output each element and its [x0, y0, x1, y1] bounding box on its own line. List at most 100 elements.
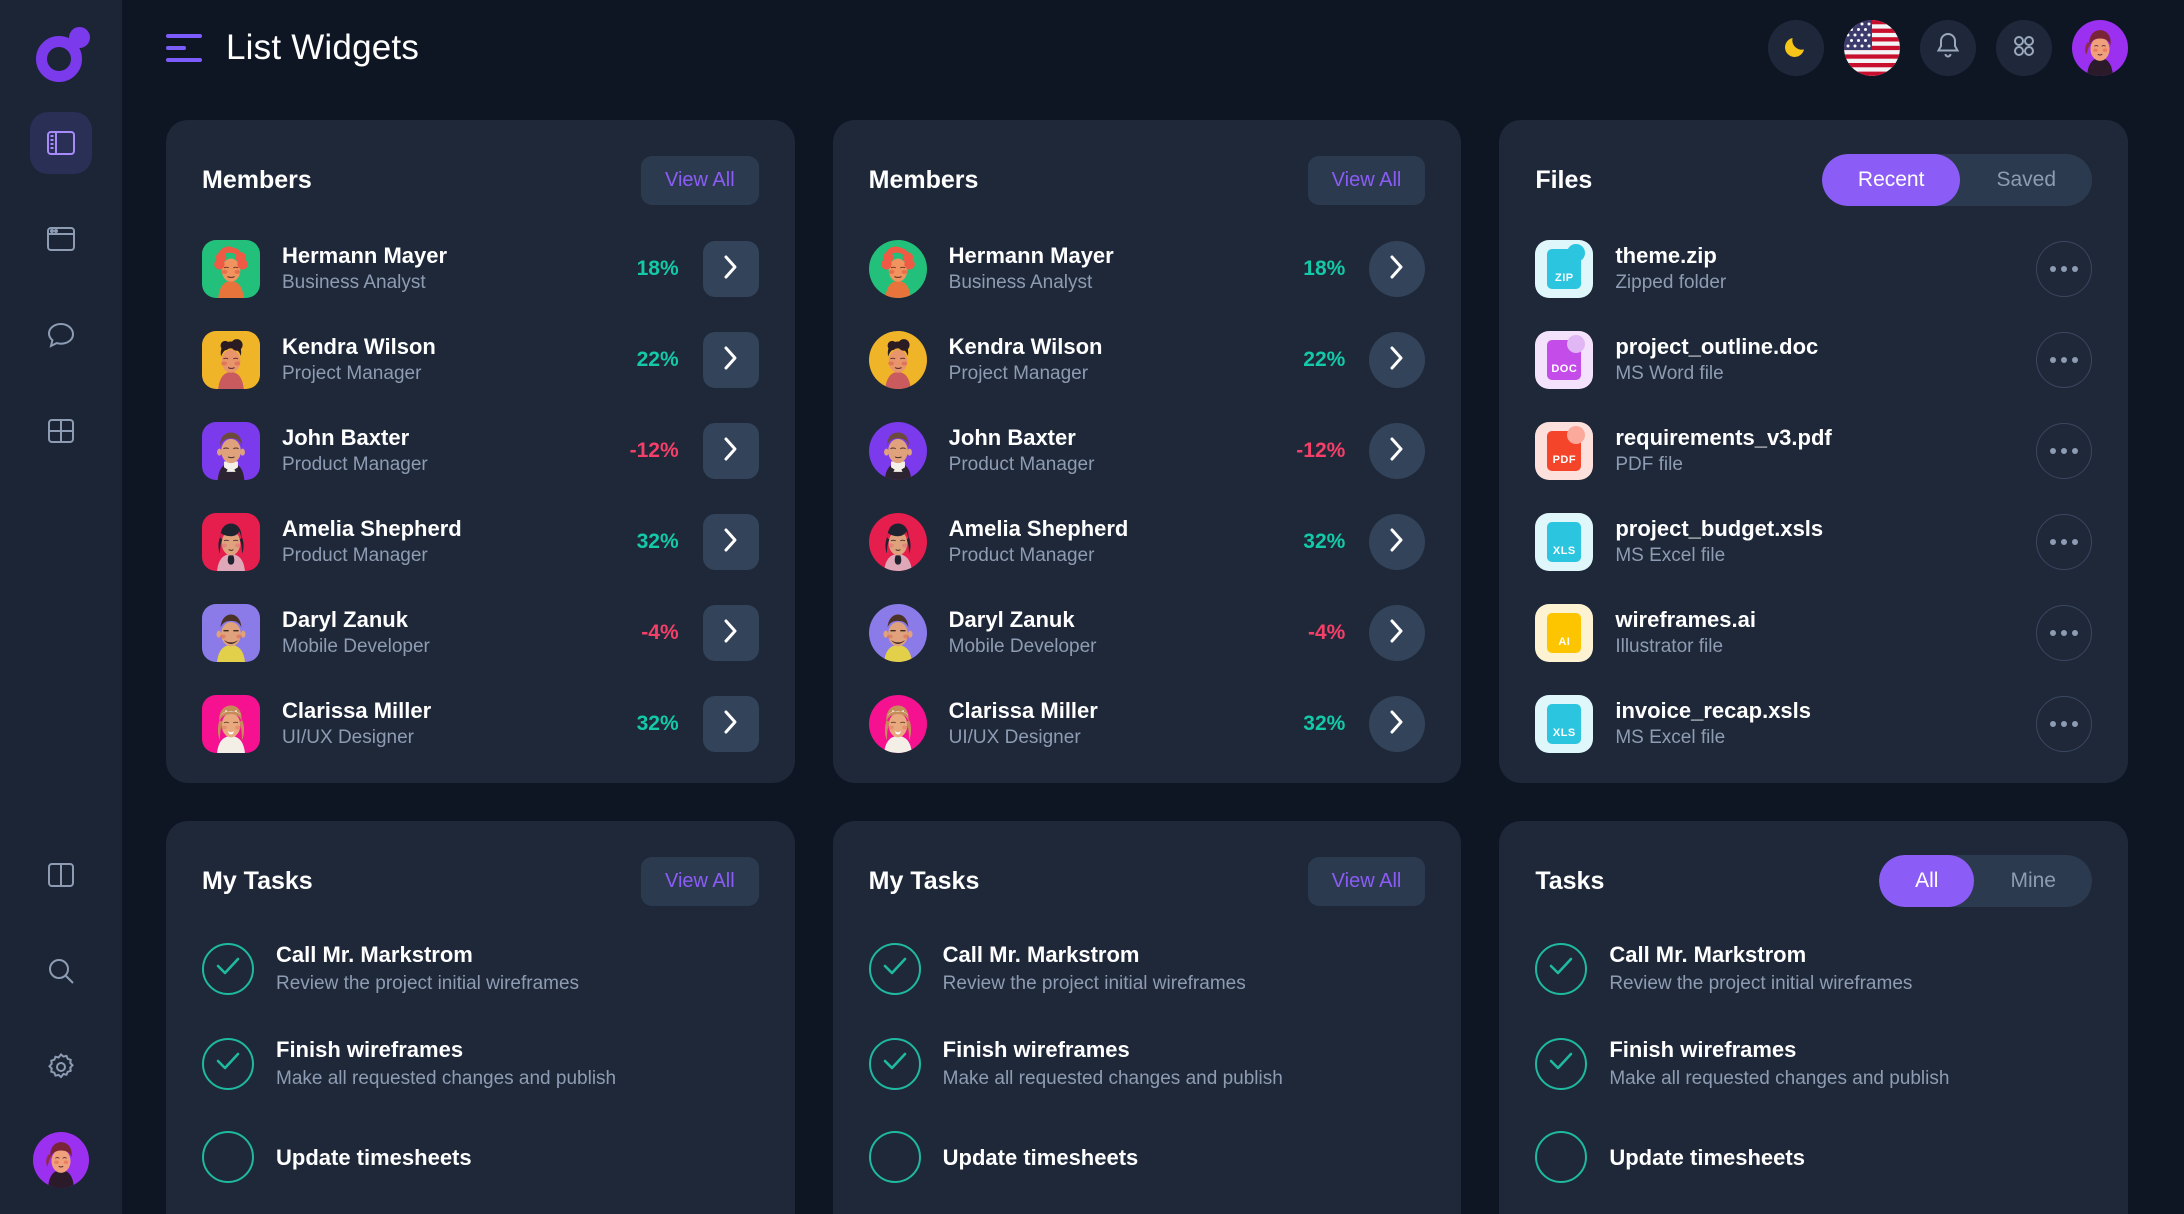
member-row[interactable]: John Baxter Product Manager -12%	[868, 422, 1426, 480]
member-detail-button[interactable]	[702, 514, 759, 570]
file-row[interactable]: DOC project_outline.doc MS Word file	[1535, 331, 2092, 389]
member-percent: 32%	[1303, 530, 1346, 553]
apps-menu-button[interactable]	[1996, 20, 2052, 76]
member-row[interactable]: Daryl Zanuk Mobile Developer -4%	[868, 604, 1426, 662]
more-options-icon[interactable]	[2036, 423, 2092, 479]
member-detail-button[interactable]	[702, 241, 759, 297]
file-row[interactable]: AI wireframes.ai Illustrator file	[1535, 604, 2092, 662]
task-row[interactable]: Finish wireframes Make all requested cha…	[1535, 1036, 2092, 1091]
member-detail-button[interactable]	[1369, 423, 1426, 479]
sidebar-bottom-nav	[0, 844, 122, 1188]
file-row[interactable]: ZIP theme.zip Zipped folder	[1535, 240, 2092, 298]
app-logo-icon[interactable]	[30, 22, 92, 84]
task-checkbox[interactable]	[1535, 1037, 1588, 1090]
segment-recent[interactable]: Recent	[1821, 154, 1961, 206]
task-checkbox[interactable]	[202, 942, 254, 995]
member-info: Clarissa Miller UI/UX Designer	[282, 697, 431, 751]
chevron-right-icon	[1389, 345, 1405, 376]
file-name: project_budget.xsls	[1615, 515, 1824, 541]
member-row[interactable]: Clarissa Miller UI/UX Designer 32%	[202, 695, 759, 753]
sidebar-item-settings[interactable]	[30, 1036, 92, 1098]
task-checkbox[interactable]	[1535, 1131, 1588, 1184]
member-detail-button[interactable]	[1369, 241, 1426, 297]
member-info: John Baxter Product Manager	[282, 424, 428, 478]
avatar	[868, 604, 927, 662]
more-options-icon[interactable]	[2036, 696, 2092, 752]
member-row[interactable]: Daryl Zanuk Mobile Developer -4%	[202, 604, 759, 662]
member-row[interactable]: Clarissa Miller UI/UX Designer 32%	[868, 695, 1426, 753]
task-row[interactable]: Call Mr. Markstrom Review the project in…	[1535, 941, 2092, 996]
member-detail-button[interactable]	[1369, 514, 1426, 570]
task-row[interactable]: Call Mr. Markstrom Review the project in…	[868, 941, 1426, 996]
sidebar-nav	[30, 112, 92, 496]
task-row[interactable]: Call Mr. Markstrom Review the project in…	[202, 941, 759, 996]
task-row[interactable]: Finish wireframes Make all requested cha…	[202, 1036, 759, 1091]
member-detail-button[interactable]	[702, 332, 759, 388]
theme-toggle-button[interactable]	[1768, 20, 1824, 76]
language-button[interactable]	[1844, 20, 1900, 76]
files-list: ZIP theme.zip Zipped folder DOC project_…	[1535, 240, 2092, 753]
member-role: Mobile Developer	[948, 636, 1097, 658]
task-checkbox[interactable]	[868, 1037, 921, 1090]
notifications-button[interactable]	[1920, 20, 1976, 76]
task-checkbox[interactable]	[868, 1131, 921, 1184]
header-user-avatar[interactable]	[2072, 20, 2128, 76]
sidebar-item-messages[interactable]	[30, 304, 92, 366]
chevron-right-icon	[1389, 527, 1405, 558]
segment-all[interactable]: All	[1879, 855, 1975, 907]
sidebar-item-apps[interactable]	[30, 208, 92, 270]
file-info: wireframes.ai Illustrator file	[1615, 606, 1756, 660]
sidebar-user-avatar[interactable]	[33, 1132, 89, 1188]
card-title: Members	[868, 165, 979, 194]
member-row[interactable]: Hermann Mayer Business Analyst 18%	[868, 240, 1426, 298]
avatar	[202, 513, 260, 571]
hamburger-icon[interactable]	[166, 34, 202, 62]
task-row[interactable]: Update timesheets	[868, 1131, 1426, 1184]
segment-mine[interactable]: Mine	[1974, 855, 2092, 907]
sidebar-item-search[interactable]	[30, 940, 92, 1002]
task-row[interactable]: Update timesheets	[1535, 1131, 2092, 1184]
segment-saved[interactable]: Saved	[1960, 154, 2092, 206]
task-checkbox[interactable]	[868, 942, 921, 995]
view-all-button[interactable]: View All	[640, 856, 759, 906]
file-row[interactable]: XLS project_budget.xsls MS Excel file	[1535, 513, 2092, 571]
task-checkbox[interactable]	[1535, 942, 1588, 995]
task-row[interactable]: Finish wireframes Make all requested cha…	[868, 1036, 1426, 1091]
view-all-button[interactable]: View All	[1307, 856, 1426, 906]
more-options-icon[interactable]	[2036, 241, 2092, 297]
member-detail-button[interactable]	[702, 605, 759, 661]
file-row[interactable]: XLS invoice_recap.xsls MS Excel file	[1535, 695, 2092, 753]
tasks-list: Call Mr. Markstrom Review the project in…	[1535, 941, 2092, 1184]
member-detail-button[interactable]	[1369, 605, 1426, 661]
task-row[interactable]: Update timesheets	[202, 1131, 759, 1184]
member-detail-button[interactable]	[1369, 696, 1426, 752]
view-all-button[interactable]: View All	[1307, 155, 1426, 205]
grid-icon	[48, 419, 74, 443]
member-row[interactable]: Kendra Wilson Project Manager 22%	[202, 331, 759, 389]
flag-us-icon	[1844, 20, 1900, 76]
member-row[interactable]: Amelia Shepherd Product Manager 32%	[202, 513, 759, 571]
member-role: Project Manager	[282, 363, 422, 385]
task-info: Finish wireframes Make all requested cha…	[943, 1036, 1283, 1091]
more-options-icon[interactable]	[2036, 332, 2092, 388]
member-detail-button[interactable]	[702, 423, 759, 479]
file-row[interactable]: PDF requirements_v3.pdf PDF file	[1535, 422, 2092, 480]
sidebar-item-layouts[interactable]	[30, 844, 92, 906]
card-title: My Tasks	[202, 866, 313, 895]
sidebar-item-dashboard[interactable]	[30, 112, 92, 174]
sidebar-item-widgets[interactable]	[30, 400, 92, 462]
task-checkbox[interactable]	[202, 1037, 254, 1090]
member-row[interactable]: Kendra Wilson Project Manager 22%	[868, 331, 1426, 389]
member-row[interactable]: Hermann Mayer Business Analyst 18%	[202, 240, 759, 298]
task-title: Call Mr. Markstrom	[942, 942, 1140, 967]
card-title: My Tasks	[868, 866, 980, 895]
member-row[interactable]: Amelia Shepherd Product Manager 32%	[868, 513, 1426, 571]
member-detail-button[interactable]	[1369, 332, 1426, 388]
more-options-icon[interactable]	[2036, 605, 2092, 661]
task-checkbox[interactable]	[202, 1131, 254, 1184]
member-row[interactable]: John Baxter Product Manager -12%	[202, 422, 759, 480]
member-detail-button[interactable]	[702, 696, 759, 752]
more-options-icon[interactable]	[2036, 514, 2092, 570]
file-info: requirements_v3.pdf PDF file	[1615, 424, 1831, 478]
view-all-button[interactable]: View All	[640, 155, 759, 205]
